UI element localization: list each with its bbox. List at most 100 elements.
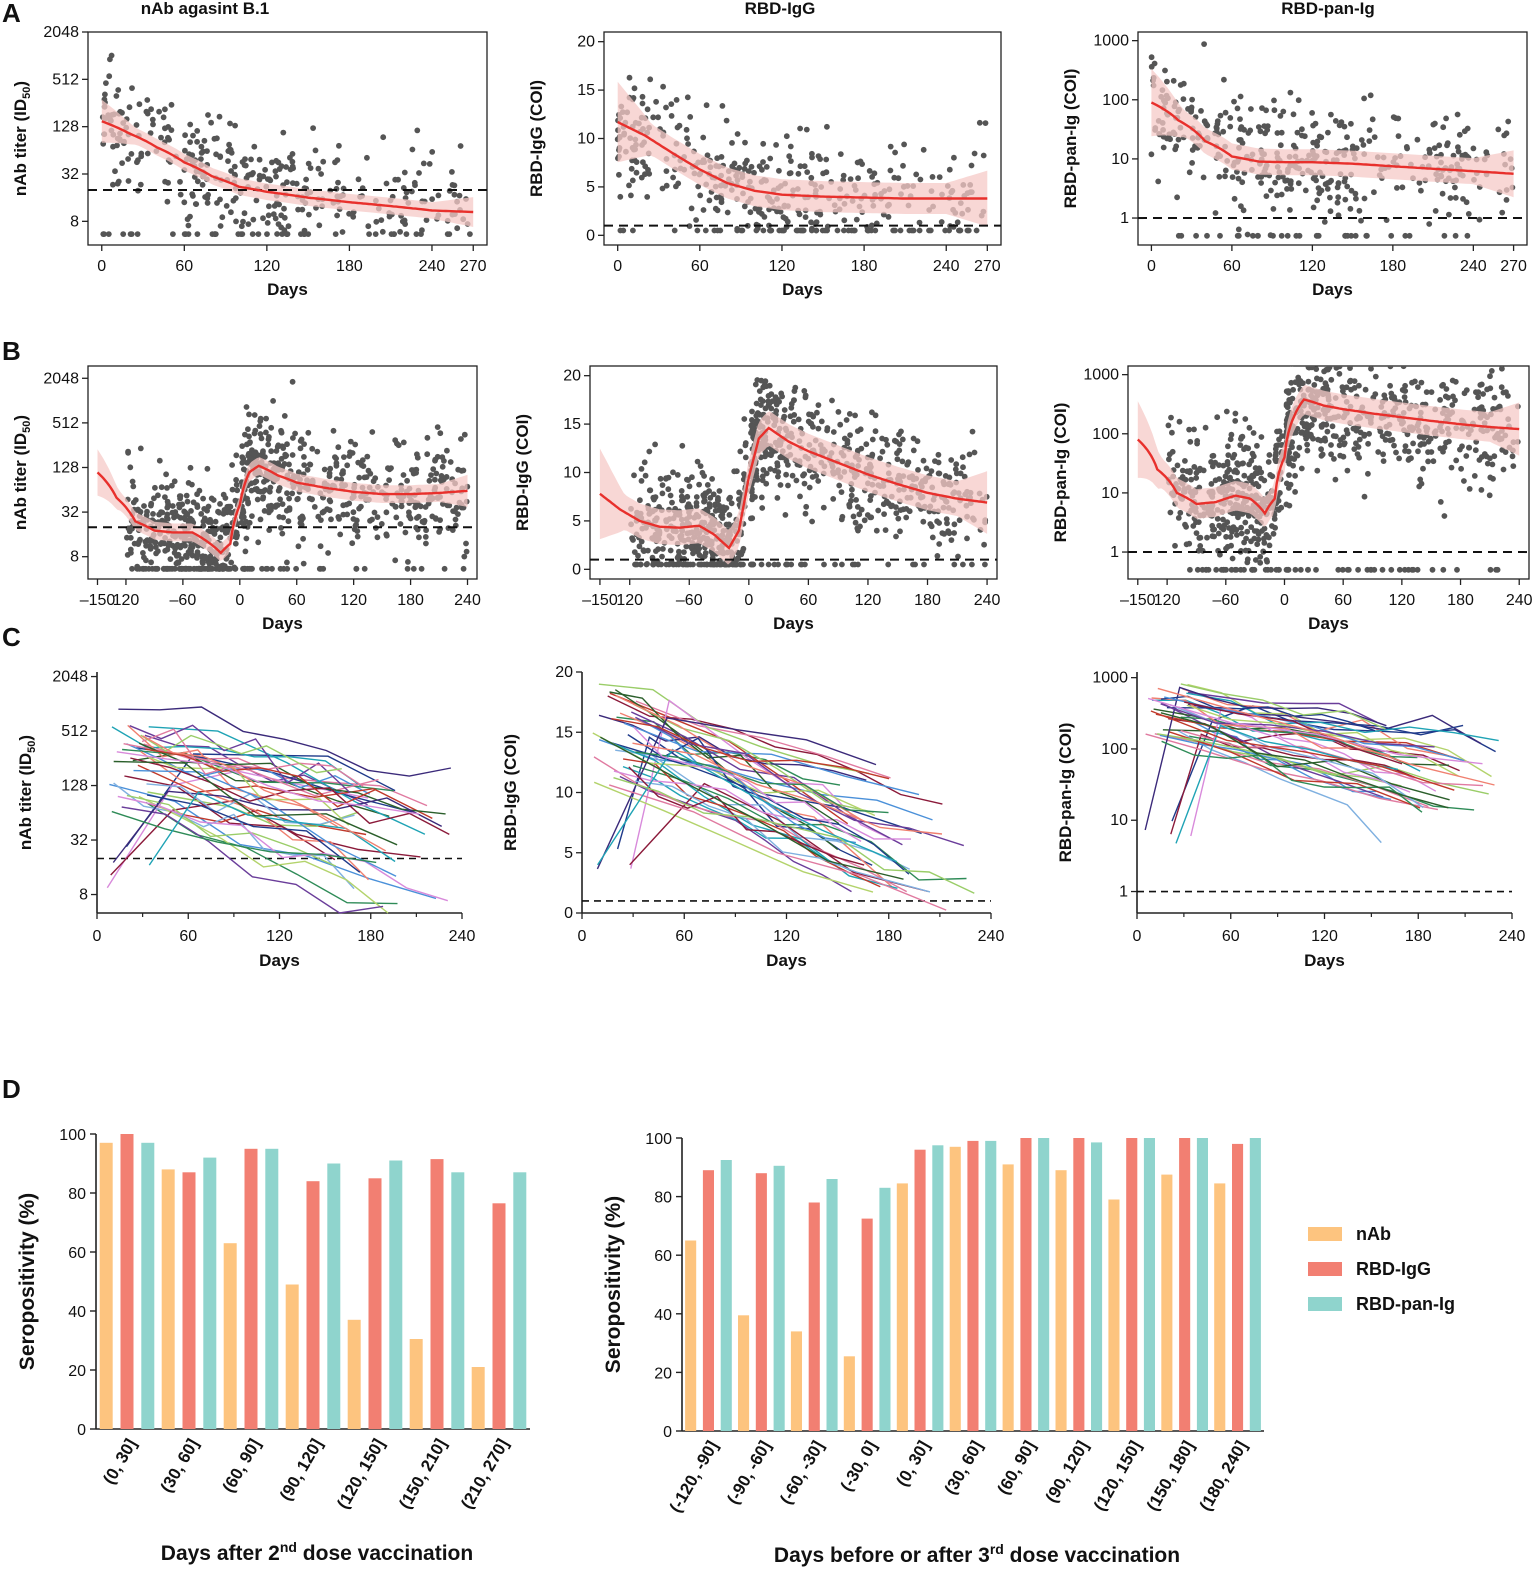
data-point xyxy=(190,132,196,139)
data-point xyxy=(1441,513,1448,519)
data-point xyxy=(1358,217,1364,224)
data-point xyxy=(823,169,830,176)
bar-nab xyxy=(896,1183,908,1431)
y-tick-label: 2048 xyxy=(43,24,79,41)
data-point xyxy=(135,157,141,164)
data-point xyxy=(1387,382,1393,389)
data-point xyxy=(1336,366,1343,370)
data-point xyxy=(861,517,868,524)
subject-line xyxy=(1157,733,1402,787)
data-point xyxy=(178,542,185,549)
data-point xyxy=(374,534,381,541)
data-point xyxy=(809,474,816,480)
data-point xyxy=(1478,487,1485,493)
data-point xyxy=(1296,444,1303,451)
data-point xyxy=(460,467,467,474)
data-point xyxy=(447,459,454,465)
data-point xyxy=(1273,566,1280,573)
data-point xyxy=(1262,566,1269,573)
data-point xyxy=(1329,423,1336,430)
data-point xyxy=(1304,447,1311,454)
data-point xyxy=(685,141,691,147)
data-point xyxy=(683,126,690,133)
y-tick-label: 20 xyxy=(555,664,573,681)
data-point xyxy=(383,509,390,516)
data-point xyxy=(973,227,980,234)
data-point xyxy=(1222,109,1229,116)
data-point xyxy=(913,171,920,178)
data-point xyxy=(225,565,232,572)
data-point xyxy=(1324,428,1331,435)
data-point xyxy=(1425,458,1431,465)
subject-line xyxy=(593,781,874,893)
x-tick-label: 240 xyxy=(419,258,446,275)
data-point xyxy=(756,163,763,170)
data-point xyxy=(1217,112,1224,119)
data-point xyxy=(1233,566,1240,573)
data-point xyxy=(951,530,957,536)
data-point xyxy=(240,507,246,514)
x-axis-label-sup: nd xyxy=(280,1539,297,1555)
data-point xyxy=(1331,456,1337,462)
data-point xyxy=(312,147,319,154)
data-point xyxy=(265,503,272,509)
data-point xyxy=(284,559,290,566)
data-point xyxy=(159,509,166,516)
bar-rbd-pan-ig xyxy=(932,1145,944,1431)
data-point xyxy=(267,484,274,491)
data-point xyxy=(141,503,147,509)
data-point xyxy=(1172,542,1178,549)
x-category-label: (60, 90] xyxy=(219,1436,265,1496)
data-point xyxy=(783,133,790,140)
data-point xyxy=(1263,107,1269,114)
data-point xyxy=(637,497,643,504)
data-point xyxy=(418,231,424,238)
data-point xyxy=(432,476,438,483)
subject-line xyxy=(635,780,931,893)
x-axis-label: Days xyxy=(1304,951,1345,970)
data-point xyxy=(1177,509,1184,516)
data-point xyxy=(1217,232,1223,239)
data-point xyxy=(293,565,299,572)
data-point xyxy=(655,114,661,121)
plot-frame xyxy=(1137,31,1528,246)
data-point xyxy=(1278,191,1285,198)
data-point xyxy=(1453,457,1460,464)
subject-line xyxy=(113,760,398,846)
data-point xyxy=(644,106,651,113)
data-point xyxy=(1367,92,1374,99)
data-point xyxy=(1294,129,1301,136)
data-point xyxy=(1166,456,1172,463)
data-point xyxy=(668,101,675,107)
bar-rbd-igg xyxy=(1126,1138,1138,1431)
data-point xyxy=(245,426,251,433)
data-point xyxy=(374,514,381,520)
data-point xyxy=(650,494,657,501)
data-point xyxy=(952,466,959,473)
data-point xyxy=(675,561,682,568)
data-point xyxy=(242,162,249,169)
data-point xyxy=(185,565,192,572)
data-point xyxy=(162,106,168,113)
data-point xyxy=(653,98,659,105)
data-point xyxy=(803,503,810,510)
subject-line xyxy=(1160,712,1449,809)
data-point xyxy=(297,445,304,452)
data-point xyxy=(276,485,283,491)
data-point xyxy=(198,511,205,517)
data-point xyxy=(1410,440,1416,447)
data-point xyxy=(946,530,953,537)
data-point xyxy=(1167,136,1173,143)
data-point xyxy=(1274,192,1280,199)
y-tick-label: 40 xyxy=(68,1304,86,1321)
x-tick-label: 120 xyxy=(254,258,281,275)
data-point xyxy=(134,231,141,238)
data-point xyxy=(676,122,683,129)
data-point xyxy=(1327,208,1334,215)
data-point xyxy=(1339,566,1346,573)
data-point xyxy=(424,451,431,458)
data-point xyxy=(295,543,302,550)
data-point xyxy=(364,453,371,460)
data-point xyxy=(1401,566,1408,573)
